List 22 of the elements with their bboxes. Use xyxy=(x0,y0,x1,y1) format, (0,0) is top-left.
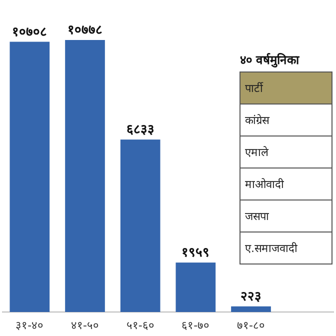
annotation: जसपा xyxy=(245,210,269,223)
text: ४० वर्षमुनिका xyxy=(240,53,300,68)
data-label: १९५९ xyxy=(182,246,210,261)
data-label: २२३ xyxy=(240,289,262,304)
bar xyxy=(120,140,160,312)
bar xyxy=(231,306,271,312)
annotation: ए.समाजवादी xyxy=(245,242,298,255)
x-tick-label: ५१-६० xyxy=(126,319,154,332)
x-tick-label: ६१-७० xyxy=(182,319,210,332)
data-label: १०७७८ xyxy=(68,23,102,38)
bar xyxy=(65,40,105,312)
annotation: एमाले xyxy=(245,146,269,159)
annotation: कांग्रेस xyxy=(245,114,270,127)
annotation: माओवादी xyxy=(245,178,284,191)
bar xyxy=(176,262,216,312)
annotation: पार्टी xyxy=(245,82,264,95)
bar xyxy=(10,42,50,312)
x-tick-label: ४१-५० xyxy=(71,319,99,332)
x-tick-label: ७१-८० xyxy=(237,319,265,332)
data-label: ६८३३ xyxy=(126,122,154,138)
x-tick-label: ३१-४० xyxy=(16,319,44,332)
data-label: १०७०८ xyxy=(12,24,48,40)
